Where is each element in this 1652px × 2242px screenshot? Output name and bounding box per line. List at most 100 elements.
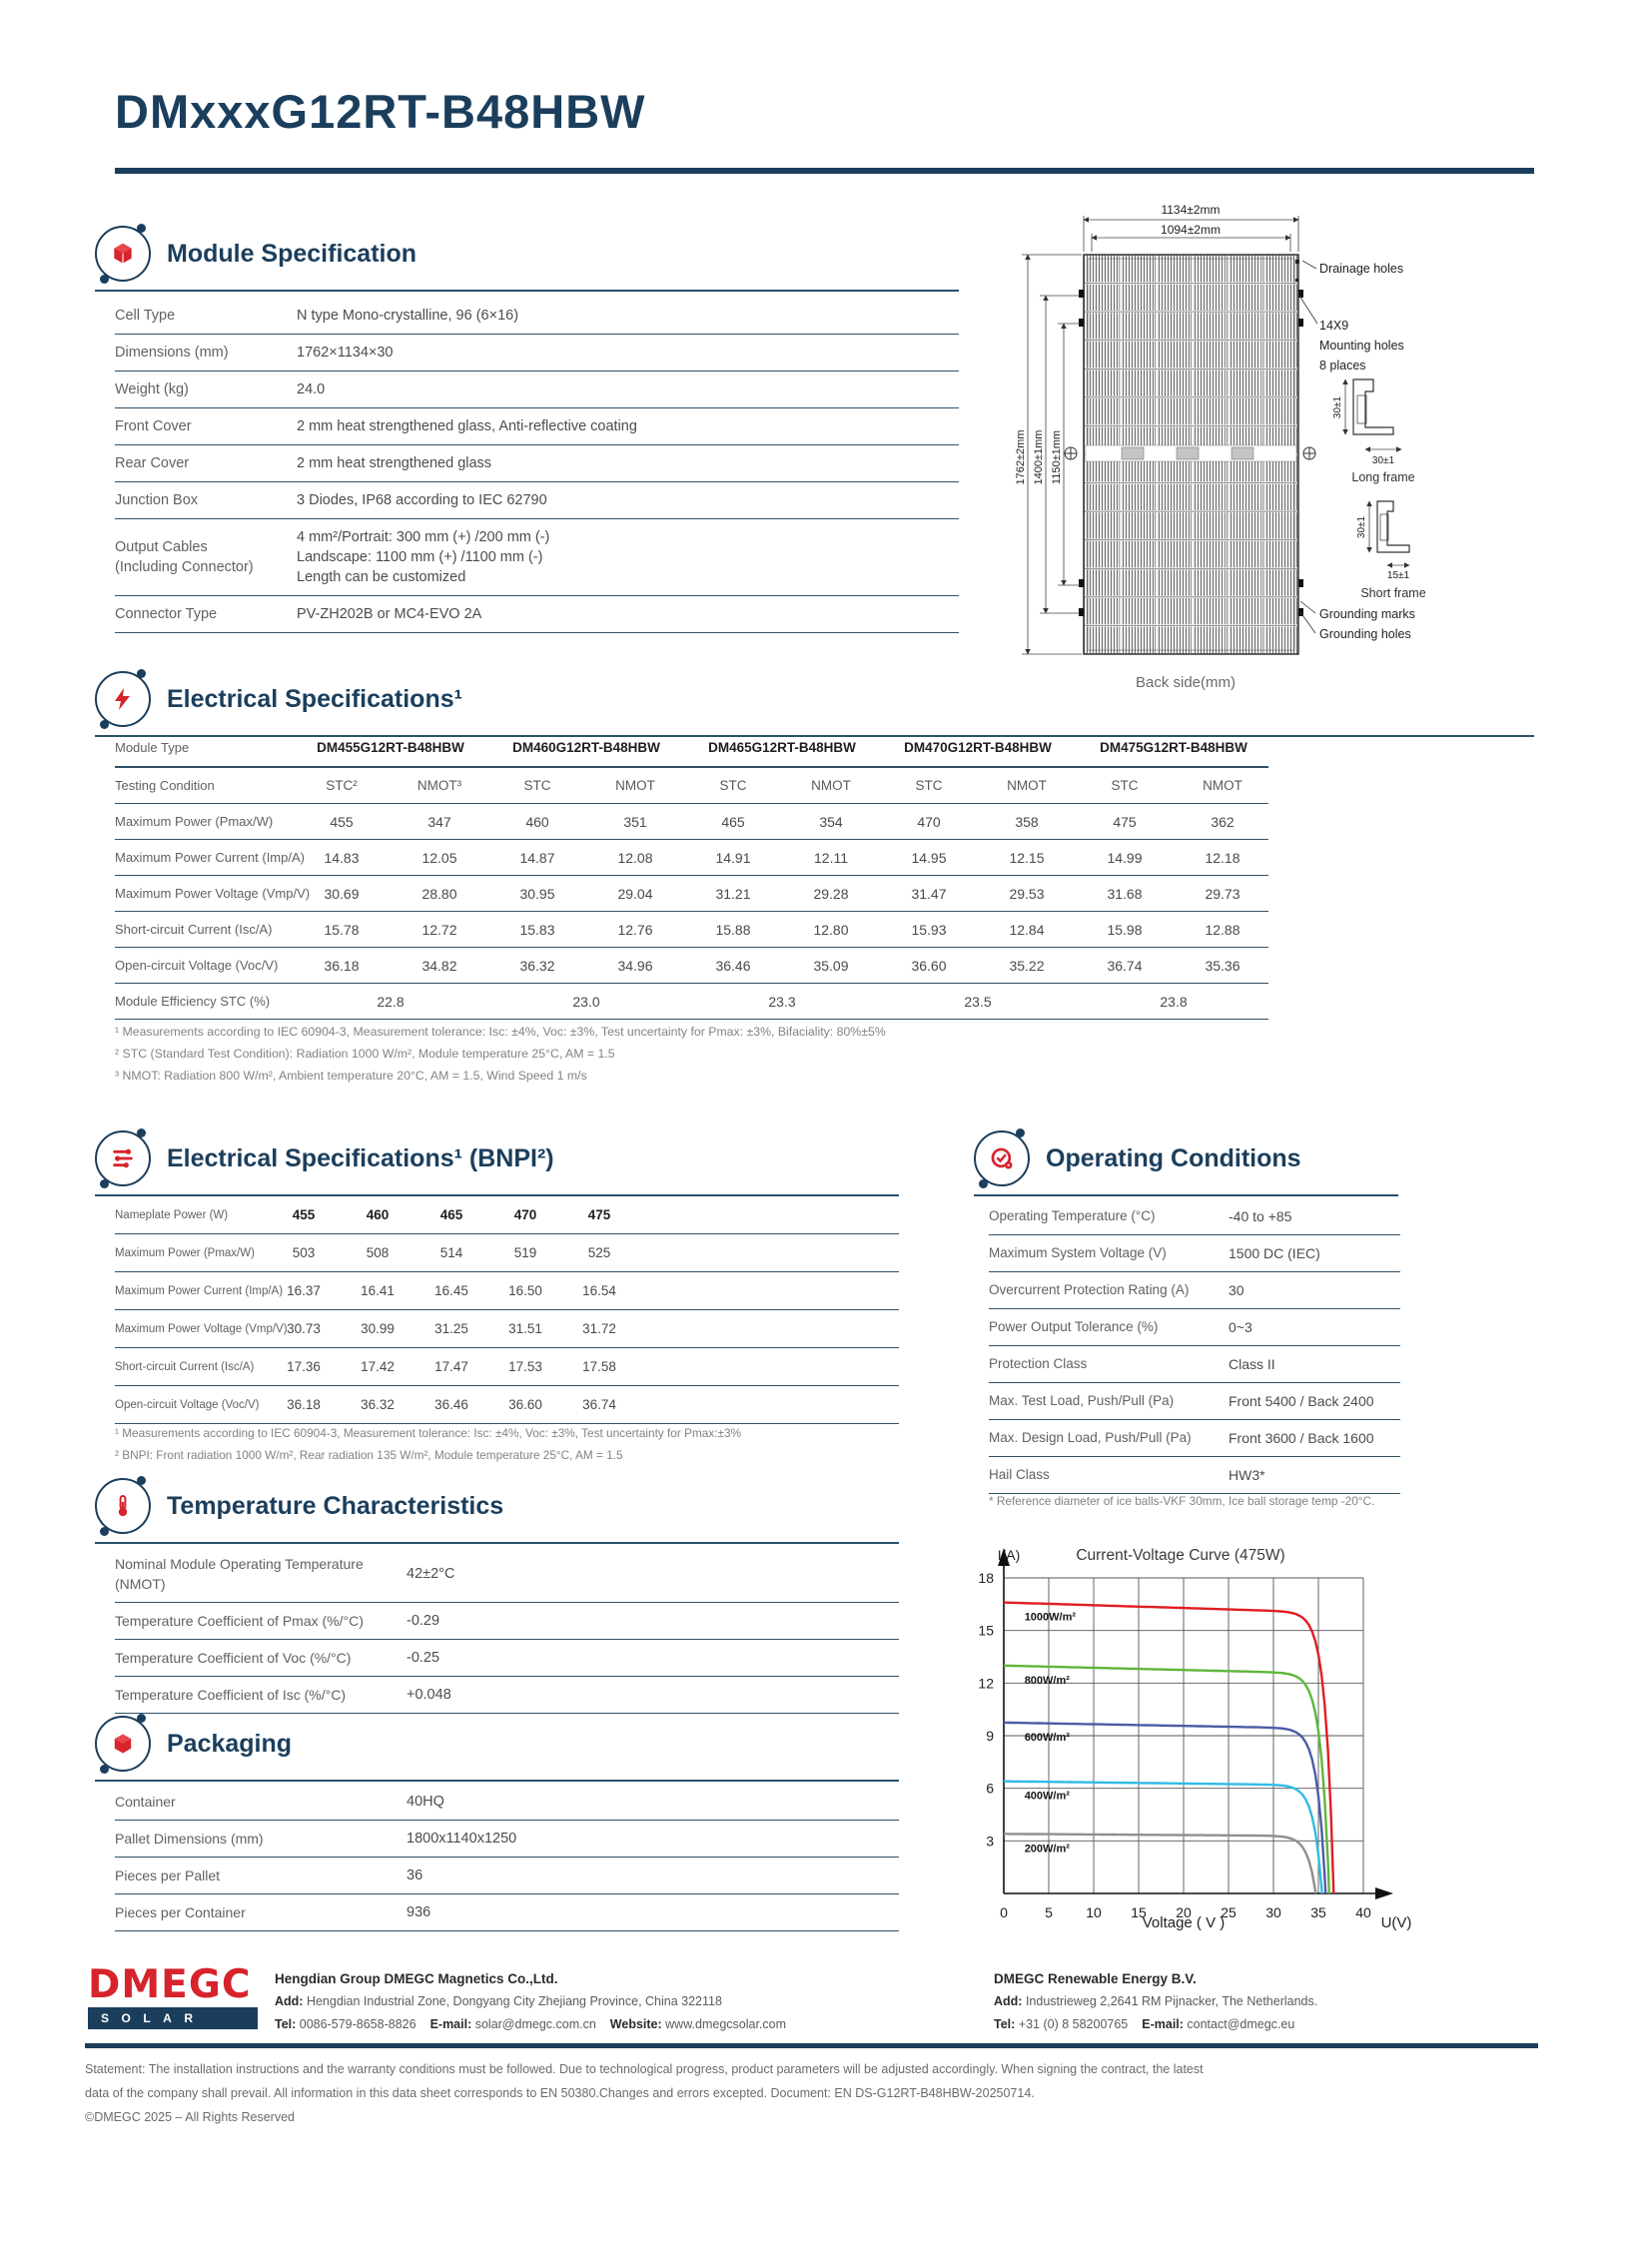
section-heading: Operating Conditions — [1046, 1143, 1301, 1172]
statement: Statement: The installation instructions… — [85, 2057, 1553, 2129]
thermometer-icon — [95, 1476, 151, 1536]
package-icon — [95, 1714, 151, 1774]
logo-solar-bar: SOLAR — [88, 2007, 258, 2029]
module-type: DM475G12RT-B48HBW — [1100, 740, 1247, 755]
footnote: ² BNPI: Front radiation 1000 W/m², Rear … — [115, 1448, 623, 1462]
efficiency-value: 23.8 — [1160, 993, 1188, 1010]
table-row: Short-circuit Current (Isc/A) 17.36 17.42… — [115, 1348, 899, 1386]
table-row: Cell Type N type Mono-crystalline, 96 (6… — [115, 298, 959, 335]
cell-value: 16.50 — [508, 1283, 542, 1298]
cell-value: 12.88 — [1205, 921, 1240, 938]
testing-condition: STC — [523, 778, 551, 793]
cell-value: 17.58 — [582, 1359, 616, 1374]
row-label: Junction Box — [115, 492, 199, 508]
section-heading: Electrical Specifications¹ — [167, 684, 462, 713]
long-frame-detail: 30±1 30±1 Long frame — [1332, 378, 1415, 484]
row-label: Max. Design Load, Push/Pull (Pa) — [989, 1430, 1192, 1445]
row-value: 36 — [407, 1868, 423, 1883]
company-name: DMEGC Renewable Energy B.V. — [994, 1971, 1197, 1986]
row-label: Temperature Coefficient of Voc (%/°C) — [115, 1650, 352, 1666]
testing-condition: NMOT — [615, 778, 655, 793]
row-value: 0~3 — [1229, 1319, 1252, 1335]
nameplate-value: 475 — [587, 1207, 611, 1222]
cell-value: 12.11 — [814, 849, 848, 866]
table-row: Junction Box 3 Diodes, IP68 according to… — [115, 482, 959, 519]
cell-value: 15.83 — [519, 921, 555, 938]
nameplate-value: 465 — [439, 1207, 463, 1222]
sliders-icon — [95, 1128, 151, 1188]
grounding-marks-callout: Grounding marks — [1319, 607, 1415, 621]
row-label: Maximum Power Current (Imp/A) — [115, 850, 305, 865]
cube-icon — [95, 224, 151, 284]
row-label: Container — [115, 1794, 176, 1810]
cell-value: 36.32 — [361, 1397, 395, 1412]
cell-value: 12.15 — [1009, 849, 1045, 866]
row-value: 1500 DC (IEC) — [1229, 1245, 1320, 1261]
svg-text:200W/m²: 200W/m² — [1025, 1843, 1071, 1855]
row-label: Rear Cover — [115, 455, 190, 471]
electrical-spec-table: Module Type DM455G12RT-B48HBW DM460G12RT-… — [115, 729, 1268, 1020]
table-row: Hail Class HW3* — [989, 1457, 1400, 1494]
row-value: 30 — [1229, 1282, 1244, 1298]
row-value: 40HQ — [407, 1794, 444, 1810]
cell-value: 31.68 — [1107, 885, 1143, 902]
module-type: DM465G12RT-B48HBW — [708, 740, 856, 755]
cell-value: 14.95 — [911, 849, 947, 866]
row-label: Hail Class — [989, 1467, 1050, 1482]
cell-value: 36.74 — [582, 1397, 616, 1412]
table-row: Maximum Power Current (Imp/A) 16.37 16.41… — [115, 1272, 899, 1310]
svg-text:15: 15 — [978, 1623, 994, 1639]
footnote: ³ NMOT: Radiation 800 W/m², Ambient temp… — [115, 1069, 587, 1083]
row-label: Max. Test Load, Push/Pull (Pa) — [989, 1393, 1175, 1408]
table-row: Maximum Power (Pmax/W) 455 347 460 351 465 35… — [115, 804, 1268, 840]
cell-value: 519 — [513, 1245, 537, 1260]
svg-text:5: 5 — [1045, 1904, 1053, 1920]
cell-value: 12.72 — [421, 921, 457, 938]
statement-line: Statement: The installation instructions… — [85, 2062, 1204, 2076]
company-contact-line: Add: Industrieweg 2,2641 RM Pijnacker, T… — [994, 1994, 1318, 2008]
row-label: Maximum Power Voltage (Vmp/V) — [115, 1322, 288, 1335]
section-heading: Electrical Specifications¹ (BNPI²) — [167, 1143, 554, 1172]
check-gear-icon — [974, 1128, 1030, 1188]
dimension-lines — [1083, 216, 1299, 252]
table-row: Pieces per Pallet 36 — [115, 1858, 899, 1894]
table-row: Nominal Module Operating Temperature (NM… — [115, 1546, 899, 1603]
row-label: Pieces per Pallet — [115, 1868, 221, 1883]
svg-text:15±1: 15±1 — [1387, 570, 1410, 581]
mounting-callout: 14X9 — [1319, 319, 1348, 333]
row-label: Maximum Power (Pmax/W) — [115, 814, 274, 829]
svg-text:8 places: 8 places — [1319, 359, 1366, 373]
row-value: -0.25 — [407, 1650, 440, 1666]
table-row: Protection Class Class II — [989, 1346, 1400, 1383]
row-value: +0.048 — [407, 1687, 451, 1703]
cell-value: 12.76 — [617, 921, 653, 938]
cell-value: 35.09 — [813, 957, 849, 974]
cell-value: 362 — [1211, 813, 1235, 830]
row-label: Maximum Power Voltage (Vmp/V) — [115, 886, 311, 901]
efficiency-value: 23.5 — [964, 993, 992, 1010]
table-row: Operating Temperature (°C) -40 to +85 — [989, 1198, 1400, 1235]
cell-value: 347 — [427, 813, 451, 830]
row-label: Dimensions (mm) — [115, 345, 229, 361]
section-heading: Temperature Characteristics — [167, 1491, 504, 1520]
cell-value: 31.25 — [434, 1321, 468, 1336]
cell-value: 14.87 — [519, 849, 555, 866]
temperature-table: Nominal Module Operating Temperature (NM… — [115, 1546, 899, 1714]
row-label: Short-circuit Current (Isc/A) — [115, 1360, 255, 1373]
cell-value: 503 — [292, 1245, 316, 1260]
table-row: Rear Cover 2 mm heat strengthened glass — [115, 445, 959, 482]
testing-condition-row: Testing Condition STC² NMOT³ STC NMOT STC NMO… — [115, 768, 1268, 804]
cell-value: 12.18 — [1205, 849, 1240, 866]
table-row: Short-circuit Current (Isc/A) 15.78 12.72… — [115, 912, 1268, 948]
footnote: * Reference diameter of ice balls-VKF 30… — [989, 1494, 1375, 1508]
row-value: 936 — [407, 1904, 431, 1920]
cell-value: 31.72 — [582, 1321, 616, 1336]
svg-text:0: 0 — [1000, 1904, 1008, 1920]
module-type: DM460G12RT-B48HBW — [512, 740, 660, 755]
cell-value: 525 — [587, 1245, 611, 1260]
footer-divider — [85, 2043, 1538, 2048]
cell-value: 29.04 — [617, 885, 653, 902]
logo-wordmark: DMEGC — [88, 1962, 252, 2007]
row-label: Open-circuit Voltage (Voc/V) — [115, 958, 279, 973]
cell-value: 17.53 — [508, 1359, 542, 1374]
